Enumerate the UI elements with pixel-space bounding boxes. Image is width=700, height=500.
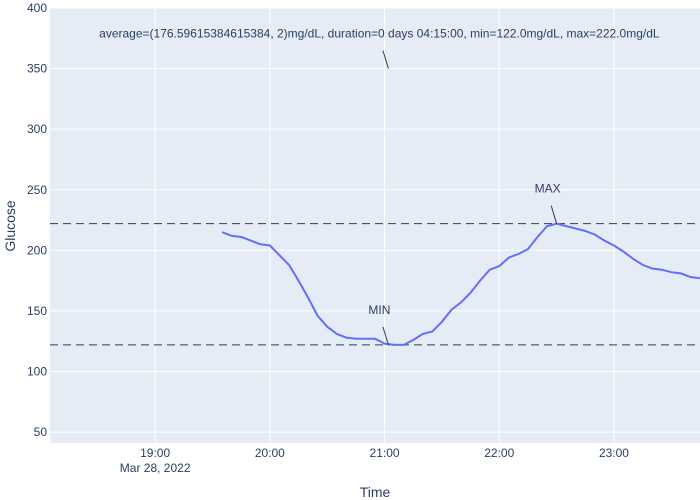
y-tick-labels: 50 100 150 200 250 300 350 400 bbox=[27, 1, 47, 439]
x-tick-label: 21:00 bbox=[370, 446, 400, 460]
min-annotation-label: MIN bbox=[368, 303, 390, 317]
reference-lines bbox=[50, 223, 700, 346]
x-tick-label: 23:00 bbox=[599, 446, 629, 460]
min-annotation-arrow bbox=[382, 326, 389, 345]
y-tick-label: 350 bbox=[27, 62, 47, 76]
y-axis-title: Glucose bbox=[2, 200, 18, 252]
annotation-arrows bbox=[382, 50, 558, 345]
summary-annotation-arrow bbox=[382, 50, 389, 69]
x-tick-sublabel: Mar 28, 2022 bbox=[120, 461, 191, 475]
y-tick-label: 300 bbox=[27, 122, 47, 136]
plot-background bbox=[50, 8, 700, 443]
x-tick-label: 20:00 bbox=[255, 446, 285, 460]
x-gridlines bbox=[154, 8, 615, 443]
annotation-labels: average=(176.59615384615384, 2)mg/dL, du… bbox=[99, 27, 660, 317]
y-tick-label: 200 bbox=[27, 243, 47, 257]
x-axis-title: Time bbox=[360, 484, 391, 500]
summary-annotation-label: average=(176.59615384615384, 2)mg/dL, du… bbox=[99, 27, 660, 41]
y-tick-label: 100 bbox=[27, 365, 47, 379]
y-tick-label: 150 bbox=[27, 304, 47, 318]
y-tick-label: 50 bbox=[34, 425, 48, 439]
glucose-series-line bbox=[221, 222, 700, 346]
max-annotation-label: MAX bbox=[535, 182, 561, 196]
y-tick-label: 250 bbox=[27, 183, 47, 197]
x-tick-label: 22:00 bbox=[484, 446, 514, 460]
y-gridlines bbox=[50, 7, 700, 433]
x-tick-label: 19:00 bbox=[140, 446, 170, 460]
max-annotation-arrow bbox=[550, 205, 558, 224]
y-tick-label: 400 bbox=[27, 1, 47, 15]
